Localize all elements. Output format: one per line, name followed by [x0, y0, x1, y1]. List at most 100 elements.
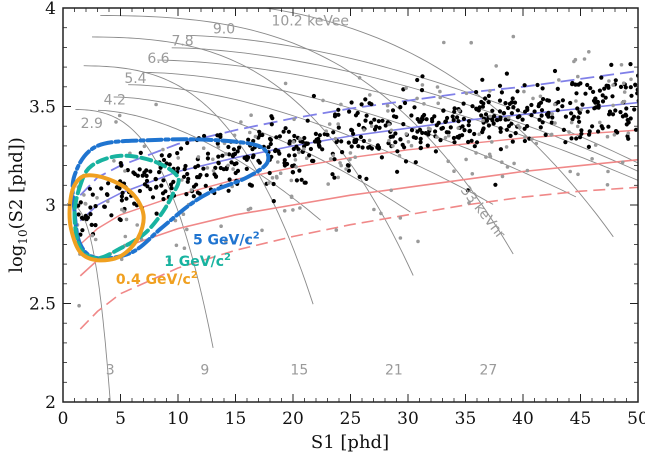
event-dot-secondary [119, 257, 124, 262]
event-dot [503, 101, 508, 106]
event-dot [445, 115, 450, 121]
event-dot [487, 135, 492, 140]
x-axis-title: S1 [phd] [311, 432, 389, 453]
event-dot-secondary [224, 152, 228, 156]
event-dot-secondary [82, 193, 86, 197]
event-dot [331, 130, 336, 135]
event-dot-secondary [239, 120, 243, 124]
event-dot [161, 178, 166, 183]
event-dot [256, 135, 261, 140]
event-dot [320, 147, 325, 152]
event-dot [216, 161, 221, 166]
event-dot-secondary [457, 109, 461, 113]
event-dot [347, 109, 352, 114]
event-dot [185, 171, 190, 177]
event-dot [201, 166, 206, 171]
event-dot [455, 134, 460, 140]
event-dot [602, 86, 607, 91]
event-dot-secondary [135, 223, 139, 227]
nr-contour-label: 9 [200, 362, 209, 378]
event-dot [469, 138, 474, 143]
event-dot-secondary [249, 113, 253, 117]
event-dot [339, 139, 344, 144]
event-dot [549, 120, 554, 125]
event-dot [580, 102, 585, 107]
event-dot [539, 113, 544, 118]
event-dot-secondary [569, 120, 574, 125]
event-dot-secondary [606, 169, 610, 174]
event-dot [579, 128, 584, 133]
event-dot [467, 129, 472, 134]
event-dot [628, 85, 633, 90]
event-dot [287, 141, 292, 146]
event-dot [88, 205, 93, 210]
event-dot-secondary [518, 125, 522, 130]
nr-contour-label: 3 [106, 362, 115, 378]
event-dot-secondary [211, 169, 216, 173]
event-dot [291, 146, 296, 152]
event-dot [586, 144, 592, 149]
event-dot [625, 117, 630, 123]
event-dot [476, 108, 481, 113]
x-tick-label: 5 [115, 409, 126, 429]
event-dot-secondary [196, 155, 201, 159]
event-dot-secondary [298, 206, 302, 210]
event-dot-secondary [587, 50, 591, 54]
event-dot [517, 114, 522, 119]
event-dot-secondary [328, 157, 333, 161]
event-dot [268, 141, 273, 147]
event-dot [480, 130, 485, 135]
er-contour-label: 6.6 [147, 51, 169, 67]
event-dot [522, 83, 527, 88]
event-dot [556, 100, 561, 105]
event-dot [433, 149, 438, 154]
event-dot [84, 217, 89, 222]
event-dot [555, 86, 560, 91]
event-dot [196, 163, 201, 168]
event-dot-secondary [530, 137, 534, 141]
event-dot-secondary [291, 208, 295, 212]
event-dot [486, 100, 491, 105]
event-dot [359, 102, 364, 107]
event-dot [213, 174, 219, 179]
event-dot [197, 191, 202, 196]
event-dot-secondary [386, 109, 390, 113]
event-dot [413, 135, 418, 140]
signal-contour-label: 5 GeV/c2 [193, 230, 260, 248]
event-dot-secondary [494, 64, 499, 68]
event-dot [267, 170, 272, 176]
event-dot-secondary [112, 159, 116, 163]
event-dot [491, 121, 496, 126]
event-dot-secondary [464, 157, 468, 162]
event-dot [349, 144, 354, 149]
event-dot [383, 123, 388, 128]
event-dot [169, 186, 174, 191]
event-dot [357, 174, 362, 179]
event-dot [203, 183, 208, 188]
event-dot [523, 109, 528, 114]
event-dot-secondary [435, 135, 439, 139]
event-dot [88, 212, 93, 217]
er-contour-line [113, 96, 411, 213]
event-dot-secondary [205, 166, 210, 170]
event-dot [148, 169, 153, 174]
event-dot-secondary [304, 156, 309, 160]
event-dot-secondary [334, 228, 339, 232]
event-dot-secondary [344, 167, 348, 171]
event-dot [159, 153, 164, 158]
event-dot [89, 222, 94, 227]
event-dot [144, 178, 150, 183]
event-dot [231, 152, 236, 157]
event-dot [486, 123, 491, 128]
event-dot [490, 108, 495, 113]
event-dot [352, 138, 357, 143]
x-tick-label: 15 [225, 409, 247, 429]
event-dot-secondary [83, 202, 88, 206]
er-contour-label: 9.0 [213, 22, 235, 38]
event-dot-secondary [619, 63, 624, 67]
event-dot [363, 118, 368, 123]
event-dot [480, 77, 485, 82]
event-dot-secondary [331, 153, 336, 158]
event-dot-secondary [270, 176, 275, 180]
nr-contour-label: 27 [479, 362, 497, 378]
